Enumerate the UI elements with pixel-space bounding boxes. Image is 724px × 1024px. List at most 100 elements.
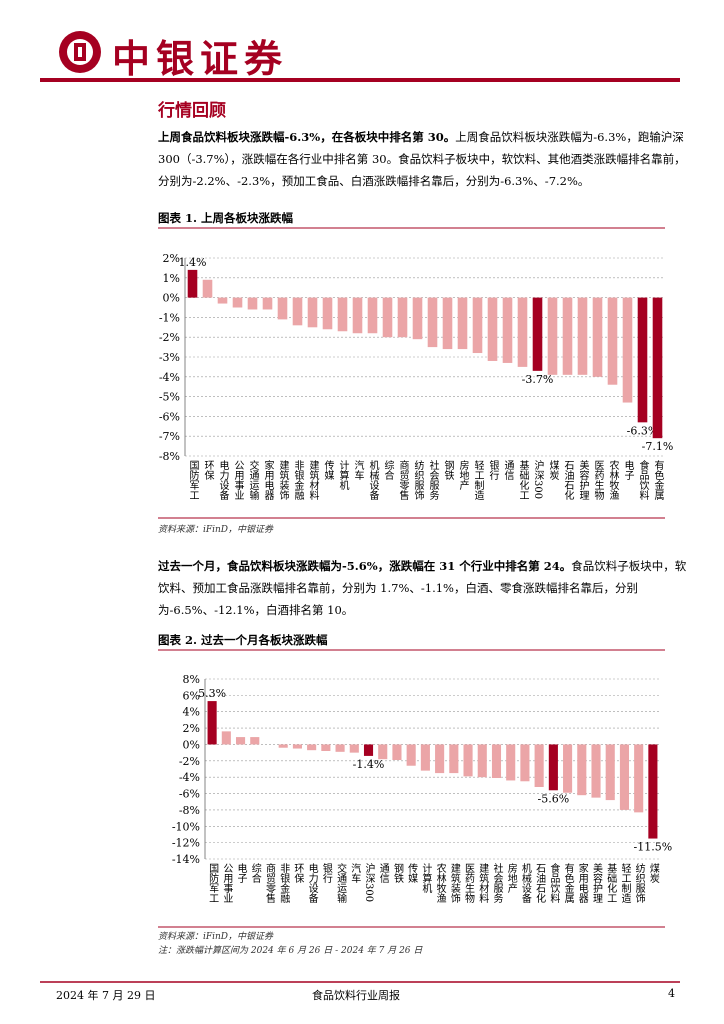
x-tick-label: 机械设备 <box>367 459 379 501</box>
bar <box>277 297 288 320</box>
text: 食品饮料子板块中，软饮料、预加工食品涨跌幅排名靠前，分别为 1.7%、-1.1%… <box>158 559 687 617</box>
x-tick-label: 通信 <box>502 460 514 481</box>
y-tick-label: -2% <box>179 755 200 768</box>
bar <box>392 744 402 760</box>
x-tick-label: 计算机 <box>420 862 432 894</box>
bar <box>217 297 228 304</box>
note: 注：涨跌幅计算区间为 2024 年 6 月 26 日 - 2024 年 7 月 … <box>158 946 423 956</box>
bar <box>307 744 317 751</box>
x-tick-label: 建筑装饰 <box>277 459 289 501</box>
bar <box>457 297 468 350</box>
x-tick-label: 沪深300 <box>363 862 375 902</box>
x-tick-label: 国防军工 <box>207 863 219 903</box>
x-tick-label: 计算机 <box>337 459 349 491</box>
x-tick-label: 轻工制造 <box>619 862 631 903</box>
x-tick-label: 农林牧渔 <box>434 862 446 904</box>
bar <box>382 297 393 338</box>
bar <box>337 297 348 332</box>
x-tick-label: 钢铁 <box>442 459 454 481</box>
lead: 上周食品饮料板块涨跌幅-6.3%，在各板块中排名第 30。 <box>158 130 456 144</box>
bar <box>442 297 453 350</box>
x-tick-label: 煤炭 <box>547 459 559 481</box>
bar <box>435 744 445 774</box>
x-tick-label: 环保 <box>292 863 304 884</box>
x-tick-label: 轻工制造 <box>472 459 484 500</box>
y-tick-label: 1% <box>163 272 180 285</box>
x-tick-label: 综合 <box>382 459 394 481</box>
section-title: 行情回顾 <box>158 101 226 121</box>
bar <box>517 297 528 367</box>
paragraph: 过去一个月，食品饮料板块涨跌幅为-5.6%，涨跌幅在 31 个行业中排名第 24… <box>158 555 688 621</box>
brand: 中银证券 <box>112 36 289 81</box>
bar <box>652 297 663 439</box>
bar <box>591 744 601 798</box>
y-tick-label: -1% <box>159 311 180 324</box>
bar <box>250 737 260 745</box>
x-tick-label: 电子 <box>235 862 247 883</box>
text: 上周食品饮料板块涨跌幅为-6.3%，跑输沪深 300（-3.7%），涨跌幅在各行… <box>158 130 686 188</box>
bar <box>427 297 438 348</box>
x-tick-label: 美容护理 <box>577 459 589 500</box>
caption: 图表 1. 上周各板块涨跌幅 <box>158 211 294 225</box>
y-tick-label: -4% <box>159 371 180 384</box>
x-tick-label: 基础化工 <box>605 862 617 903</box>
page-number: 4 <box>668 987 675 1000</box>
x-tick-label: 食品饮料 <box>548 862 560 904</box>
x-tick-label: 医药生物 <box>463 863 475 904</box>
y-tick-label: -6% <box>179 788 200 801</box>
x-tick-label: 有色金属 <box>652 459 664 501</box>
x-tick-label: 通信 <box>377 863 389 884</box>
x-tick-label: 机械设备 <box>519 862 531 904</box>
value-label: -1.4% <box>353 758 385 771</box>
footer-date: 2024 年 7 月 29 日 <box>56 989 156 1002</box>
bar <box>577 297 588 375</box>
bar <box>577 744 587 796</box>
value-label: -6.3% <box>627 424 659 437</box>
x-tick-label: 非银金融 <box>292 460 304 501</box>
bar <box>397 297 408 338</box>
y-tick-label: -14% <box>172 853 200 866</box>
x-tick-label: 建筑装饰 <box>448 862 460 904</box>
x-tick-label: 商贸零售 <box>263 862 275 904</box>
bar <box>607 297 618 385</box>
y-tick-label: -7% <box>159 430 180 443</box>
bar <box>449 744 459 774</box>
x-tick-label: 公用事业 <box>221 863 233 903</box>
chart: 2% 1% 0% -1% -2% -3% -4% -5% -6% -7% -8% 国防军工 1.4% 环保… <box>159 252 674 501</box>
bar <box>592 297 603 377</box>
value-label: -5.6% <box>538 792 570 805</box>
x-tick-label: 综合 <box>249 862 261 884</box>
bar <box>321 744 331 751</box>
bar <box>406 744 416 766</box>
bar <box>487 297 498 361</box>
bar <box>235 737 246 745</box>
x-tick-label: 交通运输 <box>335 862 347 904</box>
value-label: 1.4% <box>179 256 207 269</box>
value-label: 5.3% <box>198 687 226 700</box>
x-tick-label: 房地产 <box>457 459 469 491</box>
x-tick-label: 家用电器 <box>262 459 274 501</box>
logo-mark-inner <box>78 47 82 57</box>
bar <box>634 744 644 813</box>
caption: 图表 2. 过去一个月各板块涨跌幅 <box>158 633 328 647</box>
x-tick-label: 传媒 <box>322 460 334 481</box>
bar <box>506 744 516 781</box>
x-tick-label: 美容护理 <box>591 862 603 903</box>
bar <box>534 744 544 787</box>
source: 资料来源：iFinD，中银证券 <box>158 525 274 535</box>
x-tick-label: 石油石化 <box>562 460 574 500</box>
x-tick-label: 汽车 <box>352 459 364 481</box>
bar <box>278 744 288 748</box>
value-label: -11.5% <box>634 841 673 854</box>
y-tick-label: 2% <box>163 252 180 265</box>
x-tick-label: 纺织服饰 <box>412 459 424 501</box>
x-tick-label: 交通运输 <box>247 459 259 501</box>
y-tick-label: -2% <box>159 331 180 344</box>
y-tick-label: -3% <box>159 351 180 364</box>
y-tick-label: -6% <box>159 410 180 423</box>
x-tick-label: 有色金属 <box>562 862 574 904</box>
bar <box>363 744 374 756</box>
bar <box>637 297 648 423</box>
bar <box>502 297 513 363</box>
